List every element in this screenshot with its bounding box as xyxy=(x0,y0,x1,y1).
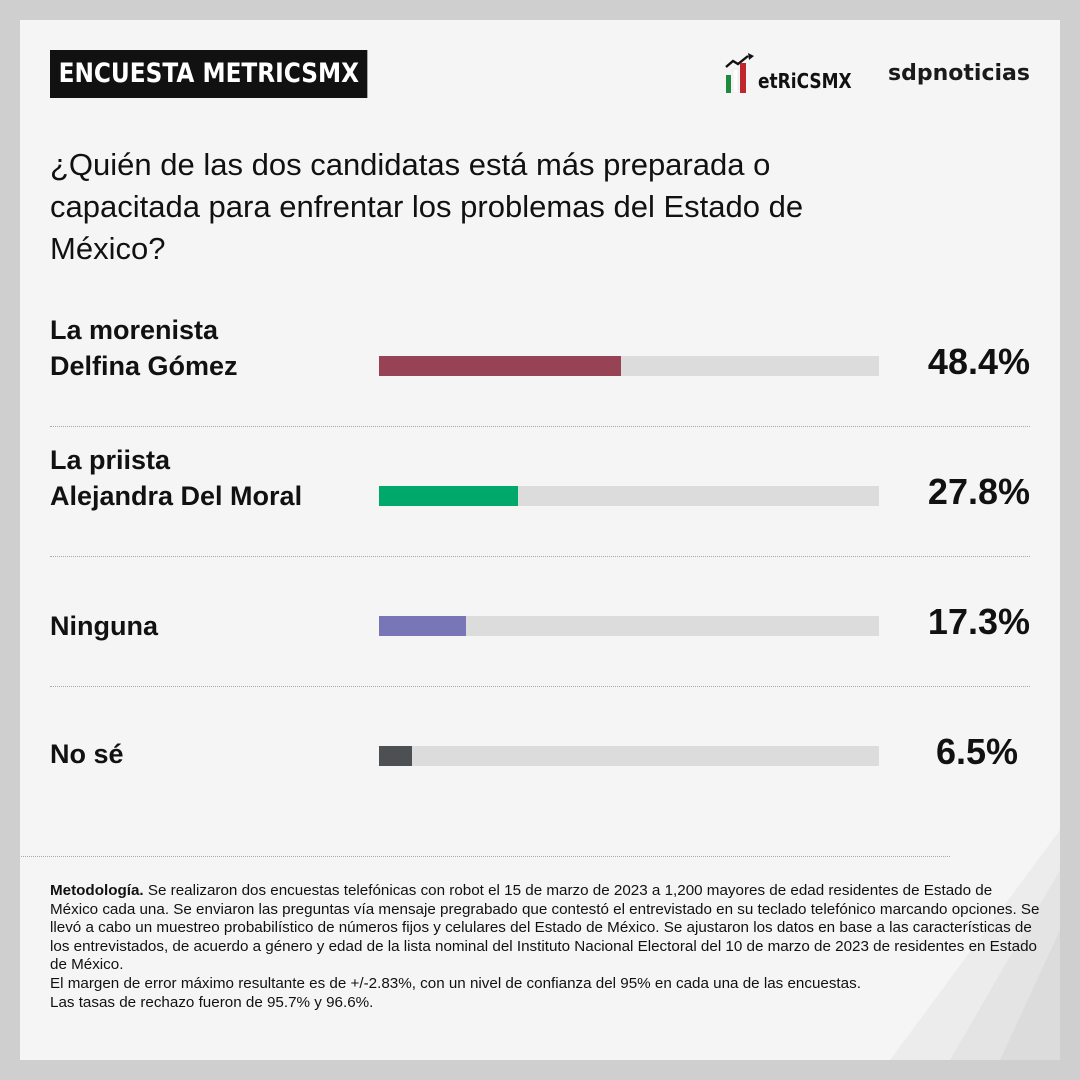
result-label: No sé xyxy=(50,739,124,769)
methodology-margin-of-error: El margen de error máximo resultante es … xyxy=(50,974,861,992)
methodology-body: Se realizaron dos encuestas telefónicas … xyxy=(50,882,1040,974)
bar-fill-alejandra xyxy=(379,486,518,506)
bar-track xyxy=(379,486,879,506)
result-label-line2: Alejandra Del Moral xyxy=(50,481,303,511)
result-label-line2: Delfina Gómez xyxy=(50,351,238,381)
result-label: Ninguna xyxy=(50,611,158,641)
result-label: La priista Alejandra Del Moral xyxy=(50,442,302,514)
methodology-rejection-rates: Las tasas de rechazo fueron de 95.7% y 9… xyxy=(50,993,374,1011)
result-value: 48.4% xyxy=(927,341,1030,382)
result-value: 17.3% xyxy=(927,601,1030,642)
poll-question: ¿Quién de las dos candidatas está más pr… xyxy=(50,147,804,266)
result-label-line1: La morenista xyxy=(50,315,219,345)
sdpnoticias-logo: sdpnoticias xyxy=(888,60,1030,86)
brand-logos: etRiCSMX sdpnoticias xyxy=(724,48,1030,98)
methodology-note: Metodología. Se realizaron dos encuestas… xyxy=(50,882,1040,1012)
footer-divider xyxy=(20,856,950,857)
result-label: La morenista Delfina Gómez xyxy=(50,312,238,384)
bar-track xyxy=(379,616,879,636)
result-row: La priista Alejandra Del Moral 27.8% xyxy=(50,442,1030,572)
bar-track xyxy=(379,746,879,766)
result-label-line1: La priista xyxy=(50,445,171,475)
bar-fill-ninguna xyxy=(379,616,466,636)
bar-fill-delfina xyxy=(379,356,621,376)
result-value: 27.8% xyxy=(927,471,1030,512)
result-row: La morenista Delfina Gómez 48.4% xyxy=(50,312,1030,442)
row-divider xyxy=(50,426,1030,427)
metricsmx-logo: etRiCSMX xyxy=(724,53,868,93)
bar-track xyxy=(379,356,879,376)
metricsmx-wordmark: etRiCSMX xyxy=(757,69,852,93)
bar-fill-nose xyxy=(379,746,412,766)
row-divider xyxy=(50,556,1030,557)
row-divider xyxy=(50,686,1030,687)
metricsmx-chart-icon xyxy=(725,53,754,93)
survey-title-badge: ENCUESTA METRICSMX xyxy=(50,50,368,98)
poll-card: ENCUESTA METRICSMX etRiCSMX sdpnoticias … xyxy=(20,20,1060,1060)
methodology-title: Metodología. xyxy=(50,882,144,899)
result-row: No sé 6.5% xyxy=(50,702,1030,832)
result-value: 6.5% xyxy=(935,731,1018,772)
result-row: Ninguna 17.3% xyxy=(50,572,1030,702)
